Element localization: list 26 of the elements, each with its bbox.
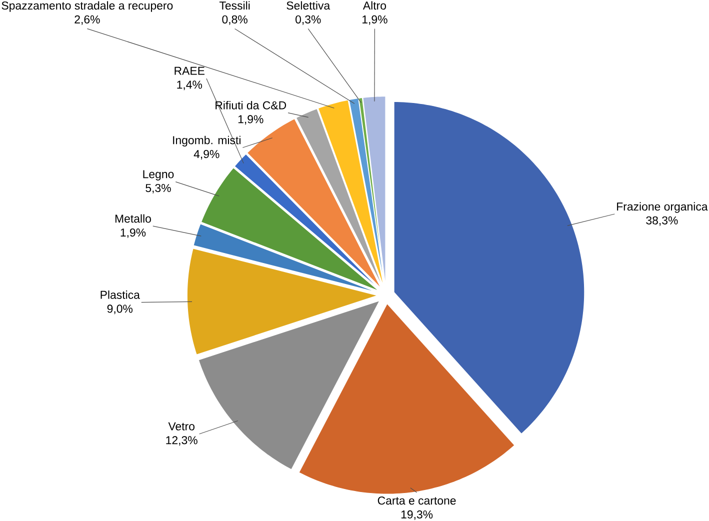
slice-label: Ingomb. misti [173, 136, 240, 146]
data-label: 38,3% [646, 216, 678, 226]
data-label: 0,8% [222, 15, 248, 25]
slice-label: Carta e cartone [378, 496, 456, 505]
slice-label: Spazzamento stradale a recupero [2, 1, 173, 12]
slice-label: RAEE [174, 66, 204, 75]
data-label: 1,9% [120, 228, 146, 238]
slice-label: Tessili [219, 1, 250, 10]
data-label: 12,3% [166, 436, 198, 446]
slice-label: Metallo [115, 214, 151, 223]
data-label: 1,4% [177, 80, 202, 90]
slice-label: Altro [362, 1, 386, 10]
slice-label: Legno [143, 170, 174, 180]
data-label: 1,9% [238, 115, 264, 125]
data-label: 0,3% [296, 15, 321, 25]
slice-label: Selettiva [286, 1, 330, 10]
data-label: 4,9% [194, 150, 220, 160]
slice-label: Vetro [168, 422, 194, 430]
slice-label: Plastica [100, 290, 140, 299]
data-label: 19,3% [401, 510, 433, 520]
data-label: 9,0% [107, 304, 133, 314]
data-label: 2,6% [74, 15, 100, 25]
slice-label: Rifiuti da C&D [216, 100, 286, 110]
data-label: 1,9% [362, 15, 388, 25]
data-label: 5,3% [146, 184, 171, 194]
slice-label: Frazione organica [617, 202, 708, 213]
